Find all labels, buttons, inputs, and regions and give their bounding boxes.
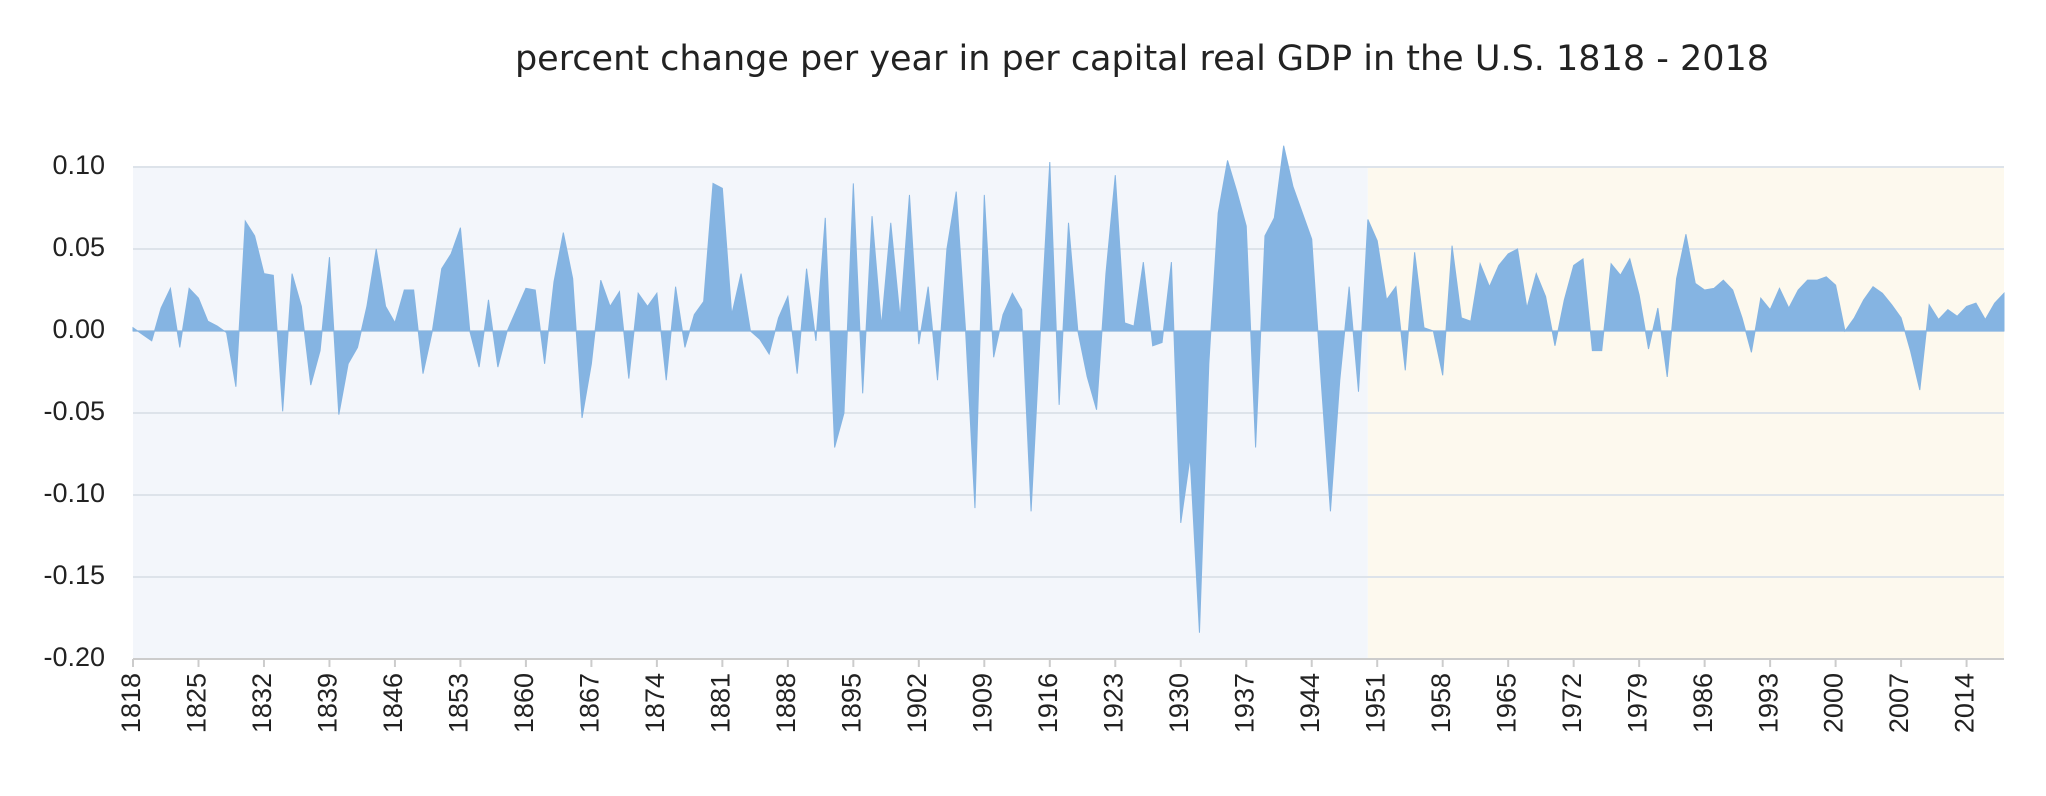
- x-tick-label: 2000: [1819, 673, 1849, 733]
- x-tick-label: 1958: [1426, 673, 1456, 733]
- x-tick-label: 1979: [1622, 673, 1652, 733]
- x-tick-label: 1930: [1164, 673, 1194, 733]
- x-tick-label: 1874: [640, 673, 670, 733]
- y-tick-label: 0.10: [52, 150, 105, 180]
- x-tick-label: 1825: [182, 673, 212, 733]
- x-tick-label: 1860: [509, 673, 539, 733]
- x-tick-label: 1972: [1557, 673, 1587, 733]
- x-tick-label: 1916: [1033, 673, 1063, 733]
- x-tick-label: 2007: [1884, 673, 1914, 733]
- x-tick-label: 1867: [575, 673, 605, 733]
- y-tick-label: 0.05: [52, 232, 105, 262]
- x-tick-label: 1888: [771, 673, 801, 733]
- x-tick-label: 1832: [247, 673, 277, 733]
- x-tick-label: 1923: [1098, 673, 1128, 733]
- y-tick-label: 0.00: [52, 314, 105, 344]
- x-tick-label: 1818: [116, 673, 146, 733]
- x-tick-label: 1951: [1360, 673, 1390, 733]
- y-tick-label: -0.10: [43, 478, 105, 508]
- x-tick-label: 1937: [1229, 673, 1259, 733]
- x-tick-label: 1881: [705, 673, 735, 733]
- area: [132, 145, 2005, 633]
- x-tick-label: 1902: [902, 673, 932, 733]
- x-tick-label: 1965: [1491, 673, 1521, 733]
- y-tick-label: -0.15: [43, 560, 105, 590]
- y-tick-label: -0.20: [43, 642, 105, 672]
- y-tick-label: -0.05: [43, 396, 105, 426]
- x-tick-label: 1895: [836, 673, 866, 733]
- x-tick-label: 1853: [444, 673, 474, 733]
- chart-title: percent change per year in per capital r…: [515, 39, 1769, 79]
- x-tick-label: 1986: [1688, 673, 1718, 733]
- x-tick-label: 1993: [1753, 673, 1783, 733]
- x-tick-label: 2014: [1950, 673, 1980, 733]
- x-tick-label: 1846: [378, 673, 408, 733]
- x-tick-label: 1944: [1295, 673, 1325, 733]
- x-tick-label: 1839: [313, 673, 343, 733]
- x-tick-label: 1909: [967, 673, 997, 733]
